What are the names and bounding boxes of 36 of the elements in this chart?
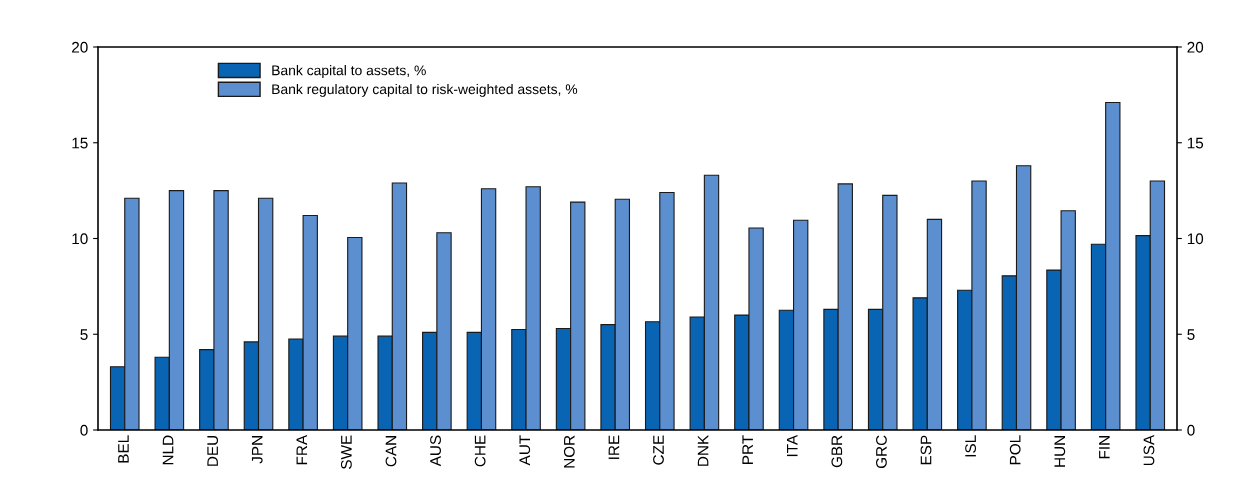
x-tick-label: HUN [1054,436,1066,467]
y-tick-label: 20 [72,41,88,53]
x-tick-label: POL [1009,435,1021,465]
x-tick-label: ISL [965,435,976,457]
y-tick-label: 15 [72,137,88,149]
legend-label: Bank capital to assets, % [272,65,426,79]
x-tick-label: PRT [742,435,753,464]
x-tick-label: CHE [474,435,486,467]
x-tick-label: NLD [162,435,174,465]
x-tick-label: FIN [1099,436,1110,459]
x-tick-label: IRE [608,435,620,459]
y2-tick-label: 5 [1187,329,1195,340]
x-tick-label: DNK [697,435,709,466]
legend-label: Bank regulatory capital to risk-weighted assets, % [272,83,578,97]
x-tick-label: CAN [385,436,397,467]
y2-tick-label: 0 [1187,424,1195,436]
x-tick-label: NOR [563,435,575,468]
x-tick-label: SWE [340,435,352,469]
y2-tick-label: 10 [1187,233,1204,245]
y-tick-label: 5 [80,329,88,340]
y2-tick-label: 20 [1187,41,1204,53]
x-tick-label: GBR [831,435,843,468]
x-tick-label: BEL [118,435,129,463]
x-tick-label: AUS [430,435,441,467]
x-tick-label: DEU [207,436,219,466]
x-tick-label: USA [1143,434,1155,466]
x-tick-label: ESP [920,435,932,465]
y-tick-label: 0 [80,424,88,436]
y-tick-label: 10 [72,233,88,245]
x-tick-label: JPN [251,436,263,464]
x-tick-label: FRA [296,434,308,465]
x-tick-label: GRC [876,435,887,469]
x-tick-label: ITA [786,434,798,457]
x-tick-label: AUT [519,435,531,466]
x-tick-label: CZE [653,435,664,465]
y2-tick-label: 15 [1187,137,1204,149]
